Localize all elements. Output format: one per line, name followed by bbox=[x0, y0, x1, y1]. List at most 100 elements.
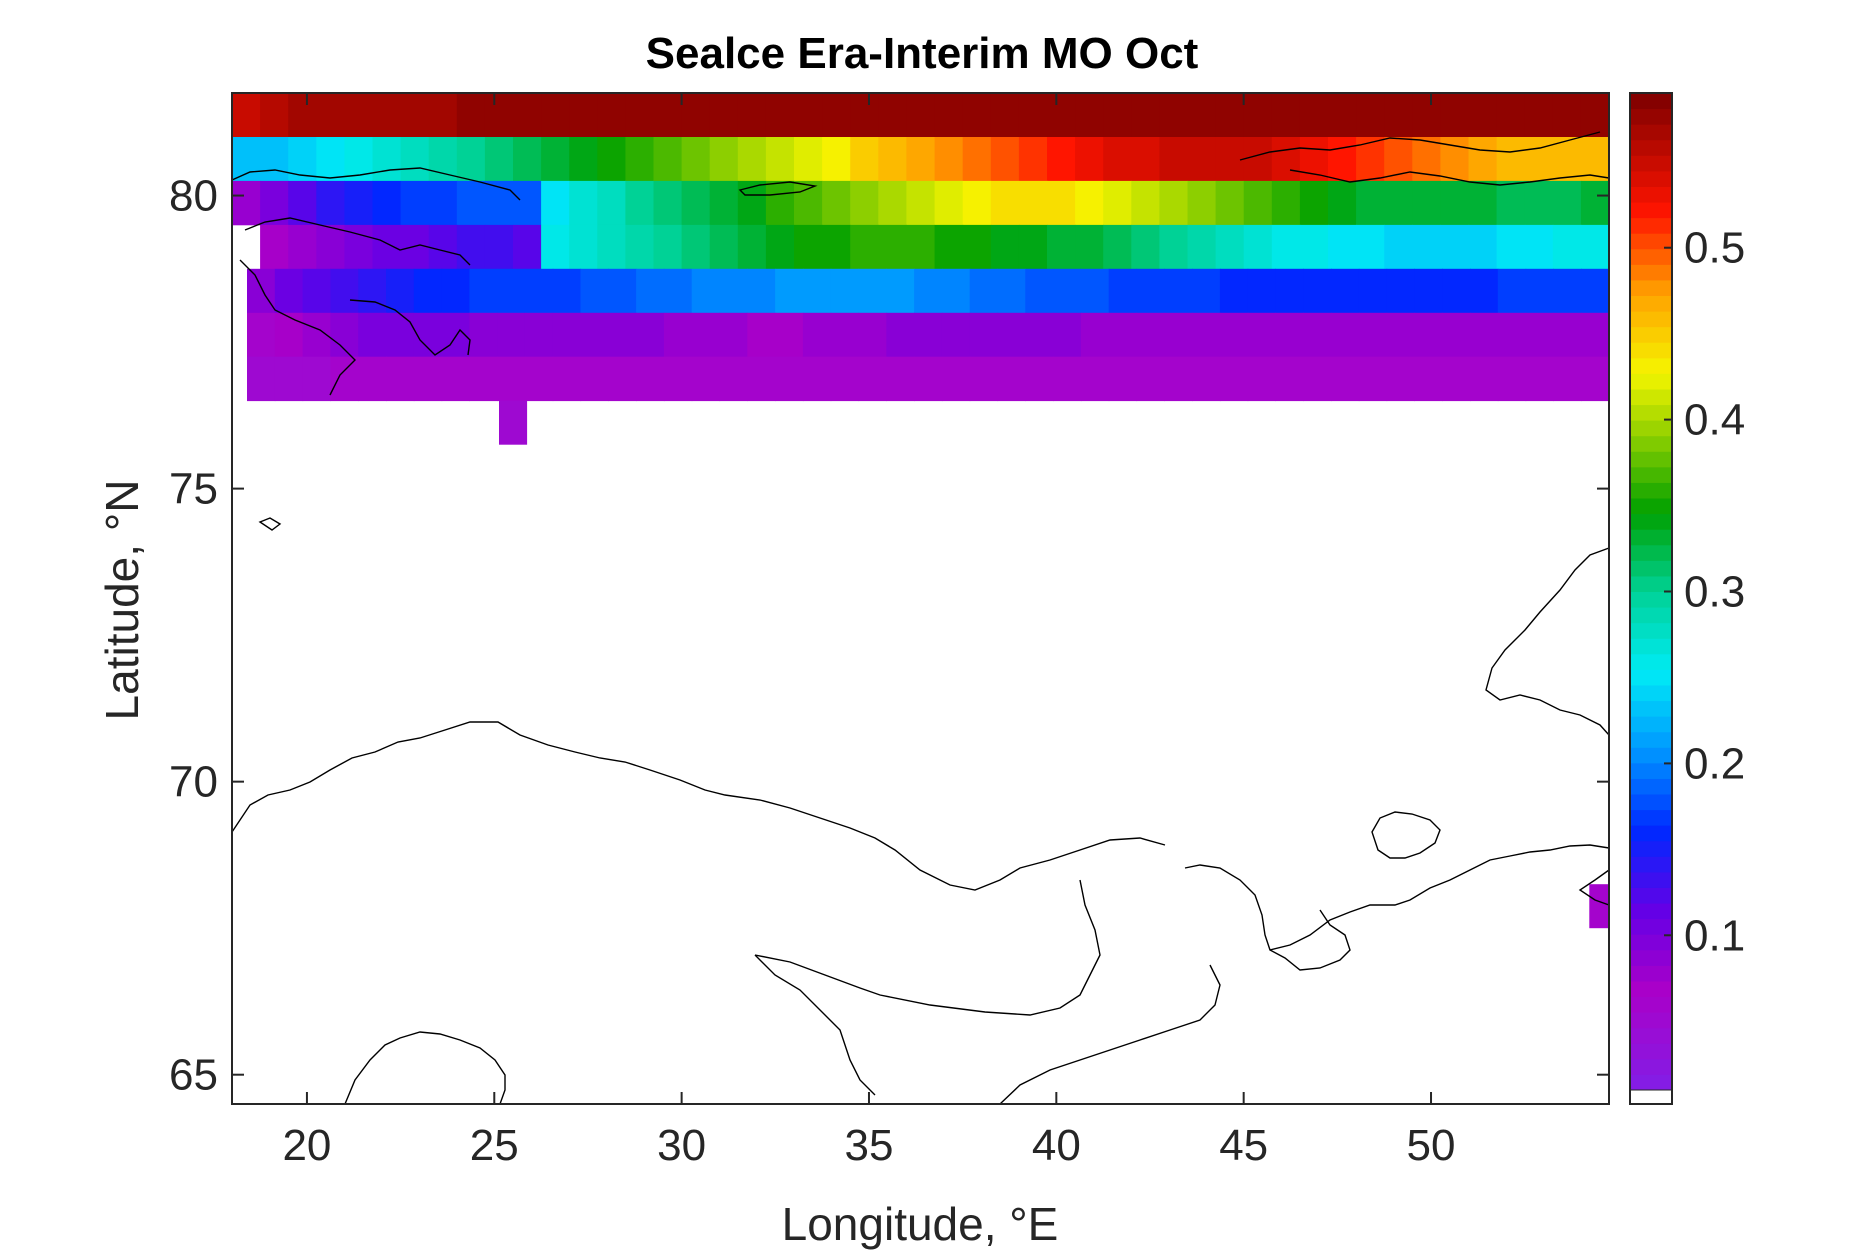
heatmap-cell bbox=[1496, 137, 1526, 182]
heatmap-cell bbox=[497, 312, 526, 358]
heatmap-cell bbox=[719, 356, 748, 402]
y-tick-label: 65 bbox=[169, 1051, 218, 1100]
heatmap-cell bbox=[441, 268, 470, 314]
heatmap-cell bbox=[691, 268, 721, 314]
colorbar-band bbox=[1630, 373, 1672, 390]
y-axis-label: Latitude, °N bbox=[96, 480, 148, 721]
x-tick-label: 25 bbox=[470, 1121, 519, 1170]
heatmap-cell bbox=[330, 356, 359, 402]
heatmap-cell bbox=[1525, 356, 1554, 402]
heatmap-cell bbox=[1496, 93, 1526, 138]
x-tick-label: 30 bbox=[657, 1121, 706, 1170]
heatmap-cell bbox=[597, 224, 626, 270]
colorbar-band bbox=[1630, 684, 1672, 702]
heatmap-cell bbox=[941, 356, 971, 402]
heatmap-cell bbox=[1442, 312, 1471, 358]
heatmap-cell bbox=[765, 137, 795, 182]
coastline bbox=[1578, 869, 1610, 906]
heatmap-cell bbox=[691, 356, 721, 402]
colorbar-band bbox=[1630, 420, 1672, 437]
heatmap-cell bbox=[247, 356, 276, 402]
colorbar-band bbox=[1630, 1027, 1672, 1044]
heatmap-cell bbox=[858, 356, 887, 402]
heatmap-cell bbox=[1080, 356, 1110, 402]
heatmap-cell bbox=[330, 268, 359, 314]
heatmap-cell bbox=[274, 268, 304, 314]
heatmap-cell bbox=[822, 137, 851, 182]
colorbar-band bbox=[1630, 295, 1672, 312]
heatmap-cell bbox=[1470, 268, 1499, 314]
heatmap-cell bbox=[1187, 224, 1217, 270]
heatmap-cell bbox=[850, 180, 879, 226]
colorbar-frame bbox=[1629, 92, 1673, 1105]
heatmap-cell bbox=[1103, 93, 1132, 138]
heatmap-cell bbox=[709, 137, 739, 182]
coastline bbox=[754, 879, 1101, 1016]
heatmap-cell bbox=[1271, 137, 1301, 182]
heatmap-cell bbox=[1496, 180, 1526, 226]
heatmap-cell bbox=[1580, 224, 1610, 270]
colorbar-tick-label: 0.4 bbox=[1684, 396, 1745, 445]
heatmap-cell bbox=[513, 93, 542, 138]
heatmap-cell bbox=[906, 137, 936, 182]
heatmap-cell bbox=[484, 93, 514, 138]
heatmap-cell bbox=[1025, 356, 1054, 402]
heatmap-cell bbox=[456, 180, 486, 226]
heatmap-cell bbox=[1524, 137, 1554, 182]
data-cells bbox=[232, 93, 1610, 929]
colorbar-band bbox=[1630, 747, 1672, 764]
coastline bbox=[1289, 169, 1610, 186]
heatmap-cell bbox=[886, 312, 915, 358]
heatmap-cell bbox=[878, 137, 907, 182]
coastline bbox=[754, 954, 876, 1096]
colorbar-band bbox=[1630, 809, 1672, 826]
heatmap-cell bbox=[1440, 180, 1470, 226]
heatmap-cell bbox=[1108, 356, 1138, 402]
heatmap-cell bbox=[1136, 312, 1165, 358]
colorbar-band bbox=[1630, 186, 1672, 203]
heatmap-cell bbox=[691, 312, 721, 358]
heatmap-cell bbox=[775, 268, 804, 314]
heatmap-cell bbox=[1018, 93, 1048, 138]
heatmap-cell bbox=[1299, 93, 1329, 138]
colorbar-band bbox=[1630, 108, 1672, 125]
colorbar-band bbox=[1630, 93, 1672, 110]
heatmap-cell bbox=[1358, 312, 1388, 358]
heatmap-cell bbox=[1271, 180, 1301, 226]
heatmap-cell bbox=[1053, 356, 1082, 402]
heatmap-cell bbox=[1553, 312, 1582, 358]
heatmap-cell bbox=[1358, 356, 1388, 402]
heatmap-cell bbox=[1497, 312, 1527, 358]
heatmap-cell bbox=[316, 137, 345, 182]
heatmap-cell bbox=[1524, 93, 1554, 138]
x-tick-label: 45 bbox=[1219, 1121, 1268, 1170]
heatmap-cell bbox=[625, 93, 655, 138]
heatmap-cell bbox=[456, 224, 486, 270]
heatmap-cell bbox=[1053, 312, 1082, 358]
colorbar-band bbox=[1630, 326, 1672, 343]
heatmap-cell bbox=[653, 93, 683, 138]
colorbar-band bbox=[1630, 233, 1672, 250]
heatmap-cell bbox=[260, 180, 289, 226]
colorbar-band bbox=[1630, 840, 1672, 857]
heatmap-cell bbox=[469, 268, 498, 314]
heatmap-cell bbox=[1552, 93, 1582, 138]
heatmap-cell bbox=[765, 224, 795, 270]
heatmap-cell bbox=[400, 93, 430, 138]
heatmap-cell bbox=[775, 312, 804, 358]
heatmap-cell bbox=[962, 93, 992, 138]
coastline bbox=[349, 299, 471, 356]
heatmap-cell-isolated bbox=[1589, 884, 1609, 929]
heatmap-cell bbox=[1187, 180, 1217, 226]
coastline bbox=[1371, 811, 1441, 859]
heatmap-cell bbox=[775, 356, 804, 402]
heatmap-cell bbox=[858, 312, 887, 358]
heatmap-cell bbox=[358, 268, 387, 314]
heatmap-cell bbox=[541, 137, 570, 182]
heatmap-cell bbox=[274, 312, 304, 358]
colorbar-band bbox=[1630, 949, 1672, 966]
heatmap-cell bbox=[316, 180, 345, 226]
colorbar-band bbox=[1630, 575, 1672, 592]
heatmap-cell bbox=[709, 180, 739, 226]
heatmap-cell bbox=[886, 268, 915, 314]
